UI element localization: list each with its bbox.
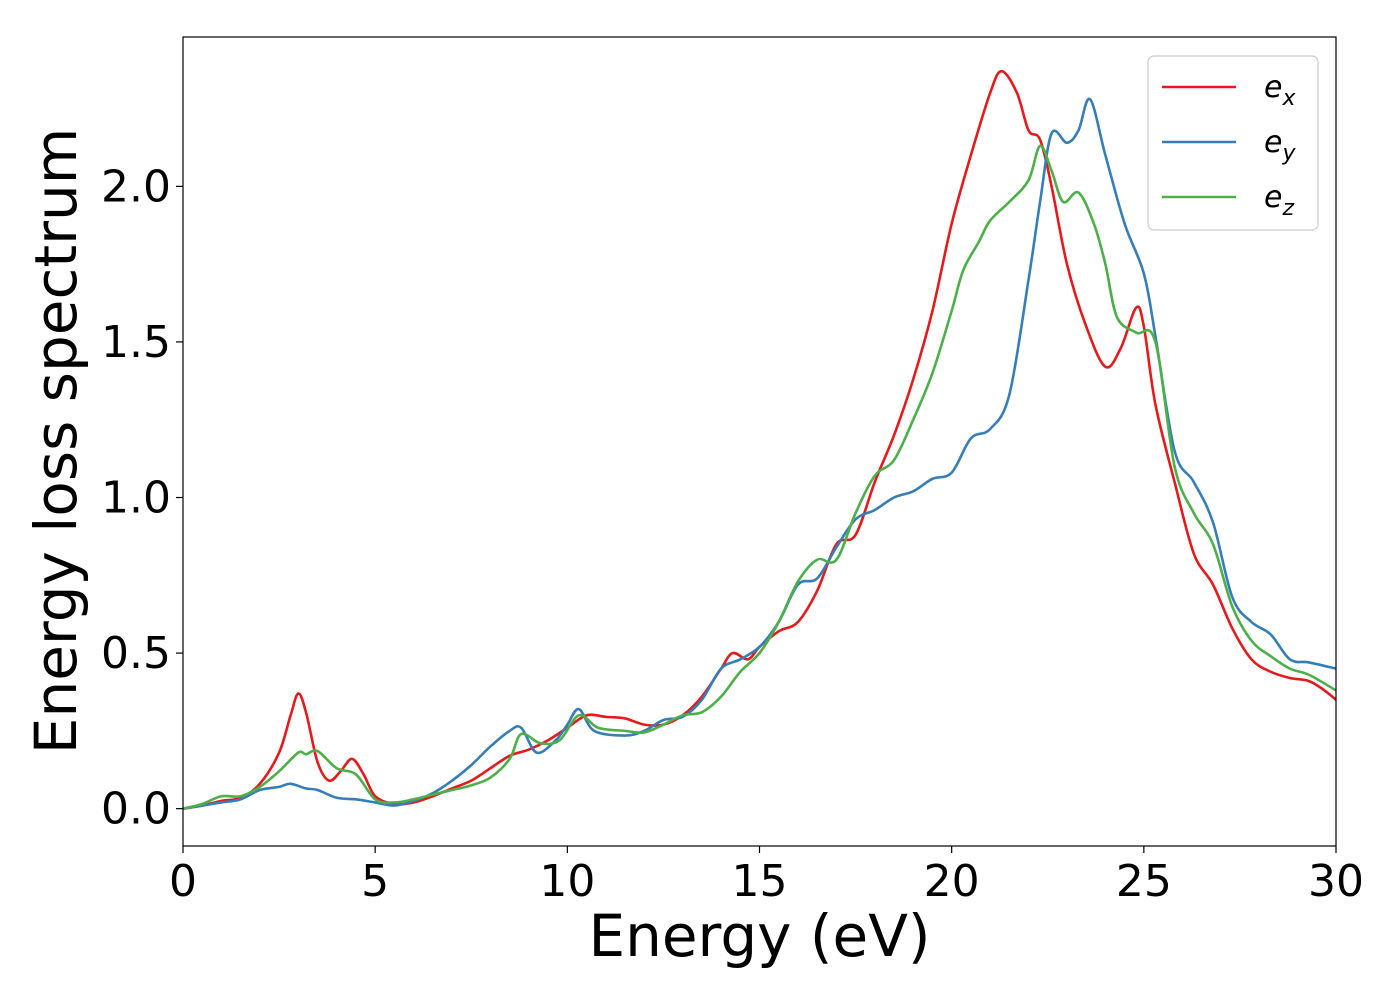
series-line-e_z (183, 144, 1336, 810)
y-tick-label: 1.0 (101, 473, 171, 524)
x-tick-label: 30 (1308, 856, 1364, 907)
y-axis: 0.0 0.5 1.0 1.5 2.0 (101, 161, 183, 835)
plot-lines (183, 69, 1336, 810)
y-tick-label: 1.5 (101, 317, 171, 368)
x-tick-label: 20 (924, 856, 980, 907)
y-tick-label: 0.5 (101, 628, 171, 679)
x-tick-label: 5 (361, 856, 389, 907)
legend: ex ey ez (1147, 55, 1319, 231)
x-tick-label: 25 (1116, 856, 1172, 907)
y-tick-label: 0.0 (101, 784, 171, 835)
x-axis: 0 5 10 15 20 25 30 (169, 846, 1364, 907)
x-axis-title: Energy (eV) (588, 902, 930, 970)
legend-label-e_x: ex (1264, 70, 1296, 111)
x-tick-label: 10 (539, 856, 595, 907)
legend-label-e_y: ey (1264, 125, 1296, 166)
y-axis-title: Energy loss spectrum (22, 128, 90, 754)
x-tick-label: 0 (169, 856, 197, 907)
legend-label-e_z: ez (1264, 180, 1294, 221)
y-tick-label: 2.0 (101, 161, 171, 212)
series-line-e_y (183, 97, 1336, 810)
x-tick-label: 15 (732, 856, 788, 907)
